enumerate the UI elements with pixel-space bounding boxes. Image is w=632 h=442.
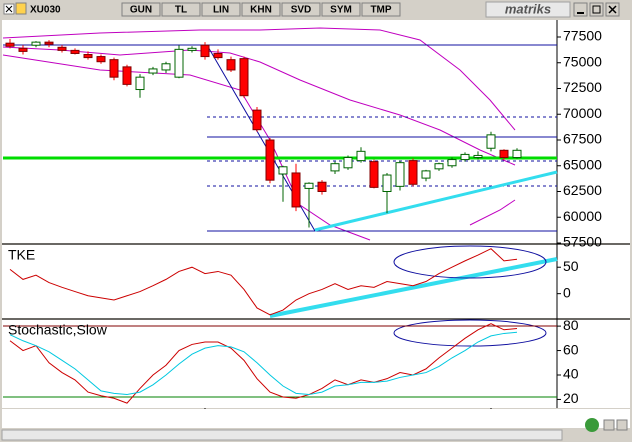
- price-panel: [2, 20, 630, 243]
- candle-body: [57, 46, 67, 51]
- y-tick-label: 40: [563, 366, 579, 382]
- candle-body: [408, 160, 418, 185]
- toolbar-button-label: SVD: [291, 5, 312, 16]
- candle-body: [265, 139, 275, 181]
- x-axis-area: [2, 409, 630, 428]
- highlight-ellipse: [393, 319, 547, 347]
- minimize-button[interactable]: [573, 2, 588, 17]
- trend-line: [269, 257, 558, 318]
- candle-body: [5, 42, 15, 47]
- candle-body: [486, 134, 496, 149]
- toolbar-button[interactable]: [121, 2, 161, 17]
- candle-body: [382, 174, 392, 192]
- scroll-right[interactable]: [616, 419, 628, 431]
- candle-body: [369, 161, 379, 188]
- logo: matriks: [505, 1, 551, 16]
- toolbar-button[interactable]: [281, 2, 321, 17]
- candle-body: [512, 149, 522, 159]
- close-icon: [608, 5, 617, 14]
- candle-body: [226, 59, 236, 71]
- panel-title: TKE: [8, 247, 35, 263]
- highlight-ellipse: [393, 245, 547, 279]
- toolbar-button[interactable]: [161, 2, 201, 17]
- candle-body: [44, 41, 54, 45]
- scroll-track[interactable]: [1, 429, 563, 441]
- toolbar-button-label: KHN: [250, 5, 272, 16]
- y-tick-label: 72500: [563, 79, 602, 95]
- candle-body: [317, 181, 327, 192]
- bollinger-upper: [2, 27, 516, 131]
- toolbar-button[interactable]: [321, 2, 361, 17]
- logo-box: [485, 1, 571, 18]
- candle-body: [434, 163, 444, 170]
- toolbar-button[interactable]: [241, 2, 281, 17]
- y-tick-label: 62500: [563, 182, 602, 198]
- panel-title: Stochastic,Slow: [8, 322, 108, 338]
- candle-body: [239, 58, 249, 97]
- candle-body: [200, 44, 210, 58]
- toolbar-button-label: LIN: [213, 5, 229, 16]
- candle-body: [356, 150, 366, 162]
- symbol: XU030: [30, 5, 61, 16]
- symbol-icon[interactable]: [15, 2, 27, 15]
- toolbar-button-label: SYM: [330, 5, 352, 16]
- indicator-line: [9, 248, 518, 316]
- candle-body: [447, 159, 457, 167]
- candle-body: [122, 66, 132, 85]
- scroll-left[interactable]: [603, 419, 615, 431]
- candle-body: [473, 154, 483, 159]
- candle-body: [83, 54, 93, 59]
- button-bar: GUN TL LIN KHN SVD SYM TMP: [121, 2, 401, 17]
- candle-body: [213, 52, 223, 59]
- candle-body: [135, 76, 145, 91]
- maximize-button[interactable]: [589, 2, 604, 17]
- toolbar-button-label: TL: [175, 5, 187, 16]
- candle-body: [96, 56, 106, 63]
- y-tick-label: 70000: [563, 105, 602, 121]
- indicator-line: [9, 323, 518, 404]
- y-tick-label: 67500: [563, 131, 602, 147]
- toolbar-button[interactable]: [361, 2, 401, 17]
- candle-body: [187, 47, 197, 51]
- toolbar-button[interactable]: [201, 2, 241, 17]
- bollinger-lower: [469, 199, 516, 226]
- candle-body: [18, 47, 28, 52]
- y-tick-label: 77500: [563, 28, 602, 44]
- y-tick-label: 65000: [563, 156, 602, 172]
- indicator-line: [9, 331, 518, 396]
- y-tick-label: 50: [563, 258, 579, 274]
- candle-body: [395, 162, 405, 187]
- candle-body: [499, 149, 509, 159]
- candle-body: [31, 41, 41, 46]
- bollinger-middle: [2, 46, 516, 166]
- toolbar-button-label: TMP: [370, 5, 391, 16]
- y-tick-label: 60: [563, 341, 579, 357]
- candle-body: [174, 48, 184, 78]
- candle-body: [460, 153, 470, 161]
- candle-body: [304, 182, 314, 189]
- candle-body: [343, 157, 353, 169]
- candle-body: [70, 49, 80, 54]
- candle-body: [330, 163, 340, 172]
- candle-body: [148, 68, 158, 74]
- y-tick-label: 80: [563, 317, 579, 333]
- y-tick-label: 0: [563, 284, 571, 300]
- y-tick-label: 75000: [563, 53, 602, 69]
- y-tick-label: 57500: [563, 234, 602, 250]
- trend-line: [314, 170, 558, 232]
- checkbox-mark: [5, 5, 13, 13]
- candle-body: [421, 170, 431, 179]
- maximize-icon: [592, 5, 601, 14]
- candle-body: [291, 172, 301, 208]
- toolbar-button-label: GUN: [130, 5, 152, 16]
- y-tick-label: 60000: [563, 208, 602, 224]
- candle-body: [252, 109, 262, 131]
- candle-body: [161, 63, 171, 71]
- candle-body: [109, 59, 119, 78]
- y-tick-label: 20: [563, 390, 579, 406]
- refresh-button[interactable]: [585, 418, 599, 432]
- candle-body: [278, 166, 288, 175]
